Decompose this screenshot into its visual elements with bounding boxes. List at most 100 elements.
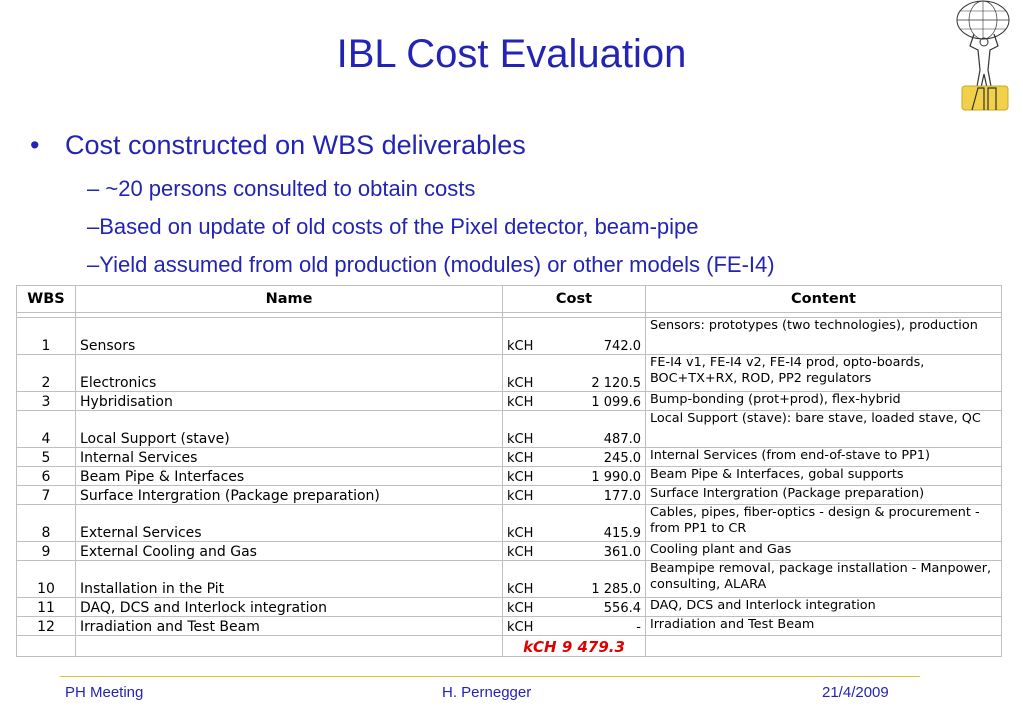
cost-unit: kCH xyxy=(507,489,534,504)
cost-value: 556.4 xyxy=(603,601,641,616)
cell-wbs: 7 xyxy=(16,485,76,505)
cost-unit: kCH xyxy=(507,620,534,635)
cell-cost: kCH 2 120.5 xyxy=(502,354,646,392)
cost-value: 487.0 xyxy=(603,432,641,447)
cell-cost: kCH 415.9 xyxy=(502,504,646,542)
table-row: 11 DAQ, DCS and Interlock integration kCH 5… xyxy=(16,597,1002,617)
cell-cost: kCH 1 990.0 xyxy=(502,466,646,486)
table-row: 5 Internal Services kCH 245.0 Internal Servi… xyxy=(16,447,1002,467)
cell-content: DAQ, DCS and Interlock integration xyxy=(645,597,1002,617)
bullet-dot: • xyxy=(30,130,40,160)
cost-unit: kCH xyxy=(507,451,534,466)
cell-name: Installation in the Pit xyxy=(75,560,503,598)
cell-wbs: 6 xyxy=(16,466,76,486)
cell-cost: kCH - xyxy=(502,616,646,636)
atlas-logo-icon xyxy=(956,0,1010,111)
cost-value: 1 990.0 xyxy=(591,470,641,485)
cell-wbs: 4 xyxy=(16,410,76,448)
cell-cost: kCH 245.0 xyxy=(502,447,646,467)
table-body: 1 Sensors kCH 742.0 Sensors: prototypes (two… xyxy=(16,312,1002,657)
cost-value: 742.0 xyxy=(603,339,641,354)
cost-value: - xyxy=(636,620,641,635)
cell-content: FE-I4 v1, FE-I4 v2, FE-I4 prod, opto-boa… xyxy=(645,354,1002,392)
cost-table: WBS Name Cost Content 1 Sensors kCH 742.0 Se… xyxy=(16,285,1002,657)
cell-content: Irradiation and Test Beam xyxy=(645,616,1002,636)
cost-value: 245.0 xyxy=(603,451,641,466)
cell-name: External Services xyxy=(75,504,503,542)
table-row: 1 Sensors kCH 742.0 Sensors: prototypes (two… xyxy=(16,317,1002,355)
bullet-main-text: Cost constructed on WBS deliverables xyxy=(65,130,526,160)
sub-bullet-text: ~20 persons consulted to obtain costs xyxy=(105,176,476,201)
cell-name: Internal Services xyxy=(75,447,503,467)
table-row: 10 Installation in the Pit kCH 1 285.0 Beamp… xyxy=(16,560,1002,598)
cell-name: Surface Intergration (Package preparatio… xyxy=(75,485,503,505)
cell-name: Hybridisation xyxy=(75,391,503,411)
cost-unit: kCH xyxy=(507,339,534,354)
cell-cost: kCH 1 285.0 xyxy=(502,560,646,598)
sub-bullet: –Yield assumed from old production (modu… xyxy=(87,252,775,277)
sub-bullet-text: Yield assumed from old production (modul… xyxy=(99,252,775,277)
table-row: 8 External Services kCH 415.9 Cables, pipes,… xyxy=(16,504,1002,542)
table-row: 4 Local Support (stave) kCH 487.0 Local Supp… xyxy=(16,410,1002,448)
cell-cost: kCH 177.0 xyxy=(502,485,646,505)
cost-unit: kCH xyxy=(507,470,534,485)
cell-content: Cooling plant and Gas xyxy=(645,541,1002,561)
cell-name: Electronics xyxy=(75,354,503,392)
cost-unit: kCH xyxy=(507,582,534,597)
cell-content xyxy=(645,635,1002,657)
cell-name: DAQ, DCS and Interlock integration xyxy=(75,597,503,617)
table-total-row: kCH 9 479.3 xyxy=(16,635,1002,657)
sub-bullet-text: Based on update of old costs of the Pixe… xyxy=(99,214,699,239)
cell-wbs: 3 xyxy=(16,391,76,411)
table-row: 2 Electronics kCH 2 120.5 FE-I4 v1, FE-I4 v2… xyxy=(16,354,1002,392)
header-wbs: WBS xyxy=(16,285,76,313)
slide-title: IBL Cost Evaluation xyxy=(336,32,687,76)
cell-cost: kCH 1 099.6 xyxy=(502,391,646,411)
cost-value: 1 099.6 xyxy=(591,395,641,410)
sub-bullet: –Based on update of old costs of the Pix… xyxy=(87,214,699,239)
cell-wbs: 9 xyxy=(16,541,76,561)
cell-cost: kCH 742.0 xyxy=(502,317,646,355)
cost-unit: kCH xyxy=(507,545,534,560)
cost-value: 1 285.0 xyxy=(591,582,641,597)
cell-wbs: 5 xyxy=(16,447,76,467)
cell-wbs: 10 xyxy=(16,560,76,598)
cell-name: Sensors xyxy=(75,317,503,355)
cell-wbs xyxy=(16,635,76,657)
cell-name: Beam Pipe & Interfaces xyxy=(75,466,503,486)
footer-right: 21/4/2009 xyxy=(822,684,889,701)
cost-unit: kCH xyxy=(507,395,534,410)
footer-center: H. Pernegger xyxy=(442,684,532,701)
cost-unit: kCH xyxy=(507,432,534,447)
header-cost: Cost xyxy=(502,285,646,313)
cell-name: Local Support (stave) xyxy=(75,410,503,448)
cell-name xyxy=(75,635,503,657)
cost-value: 177.0 xyxy=(603,489,641,504)
cell-cost: kCH 361.0 xyxy=(502,541,646,561)
header-content: Content xyxy=(645,285,1002,313)
cost-unit: kCH xyxy=(507,601,534,616)
header-name: Name xyxy=(75,285,503,313)
footer-left: PH Meeting xyxy=(65,684,144,701)
cell-cost: kCH 556.4 xyxy=(502,597,646,617)
cost-unit: kCH xyxy=(507,376,534,391)
cell-content: Beam Pipe & Interfaces, gobal supports xyxy=(645,466,1002,486)
cell-name: Irradiation and Test Beam xyxy=(75,616,503,636)
total-cost: kCH 9 479.3 xyxy=(502,635,646,657)
cell-content: Bump-bonding (prot+prod), flex-hybrid xyxy=(645,391,1002,411)
cost-unit: kCH xyxy=(507,526,534,541)
cell-wbs: 2 xyxy=(16,354,76,392)
sub-bullet: – ~20 persons consulted to obtain costs xyxy=(87,176,476,201)
cell-content: Cables, pipes, fiber-optics - design & p… xyxy=(645,504,1002,542)
cost-value: 361.0 xyxy=(603,545,641,560)
footer-divider xyxy=(60,676,920,677)
table-row: 9 External Cooling and Gas kCH 361.0 Cooling… xyxy=(16,541,1002,561)
cell-wbs: 11 xyxy=(16,597,76,617)
table-row: 6 Beam Pipe & Interfaces kCH 1 990.0 Beam Pi… xyxy=(16,466,1002,486)
cell-content: Sensors: prototypes (two technologies), … xyxy=(645,317,1002,355)
cost-value: 2 120.5 xyxy=(591,376,641,391)
table-row: 3 Hybridisation kCH 1 099.6 Bump-bonding (pr… xyxy=(16,391,1002,411)
cost-value: 415.9 xyxy=(603,526,641,541)
table-row: 7 Surface Intergration (Package preparati… xyxy=(16,485,1002,505)
cell-wbs: 1 xyxy=(16,317,76,355)
